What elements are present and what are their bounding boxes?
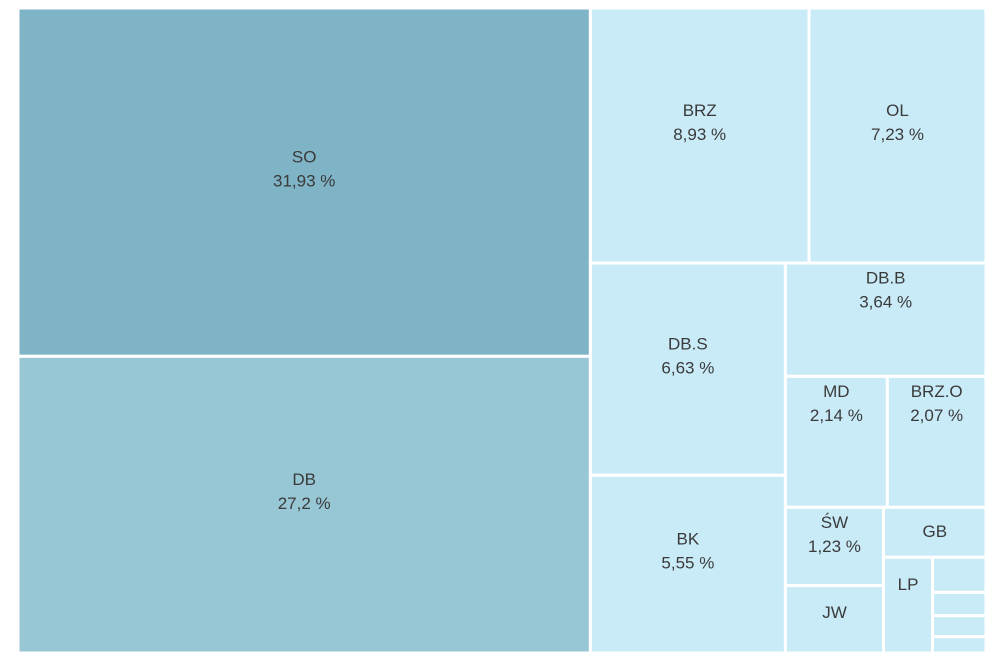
treemap-cell (930, 614, 986, 639)
cell-value-label: 8,93 % (673, 125, 726, 144)
cell-value-label: 5,55 % (661, 554, 714, 573)
cell-value-label: 6,63 % (661, 359, 714, 378)
treemap-cell (930, 635, 986, 653)
treemap-cell (16, 6, 592, 358)
cell-label: DB (292, 470, 316, 489)
cell-label: GB (922, 522, 947, 541)
cell-label: BK (677, 530, 700, 549)
treemap-cell (882, 505, 986, 559)
cell-label: JW (822, 603, 847, 622)
treemap-cell (930, 590, 986, 618)
cell-value-label: 2,14 % (810, 406, 863, 425)
cell-value-label: 31,93 % (273, 172, 335, 191)
cell-label: ŚW (821, 513, 848, 532)
cell-label: MD (823, 382, 849, 401)
cell-value-label: 7,23 % (871, 125, 924, 144)
cell-label: DB.S (668, 335, 708, 354)
treemap-cell (783, 505, 886, 588)
treemap-cell (783, 584, 886, 653)
cell-label: SO (292, 148, 317, 167)
cell-label: BRZ (683, 101, 717, 120)
cell-value-label: 2,07 % (910, 406, 963, 425)
treemap-cell (885, 374, 986, 509)
cell-label: BRZ.O (911, 382, 963, 401)
treemap-cell (588, 261, 787, 477)
treemap-cell (930, 555, 986, 594)
cell-label: LP (898, 575, 919, 594)
cell-label: DB.B (866, 269, 906, 288)
treemap-cell (783, 374, 889, 509)
cell-value-label: 3,64 % (859, 293, 912, 312)
cell-value-label: 27,2 % (278, 494, 331, 513)
treemap-cell (882, 555, 934, 653)
treemap-cell (807, 6, 986, 265)
cell-value-label: 1,23 % (808, 537, 861, 556)
cell-label: OL (886, 101, 909, 120)
treemap-cell (16, 354, 592, 653)
